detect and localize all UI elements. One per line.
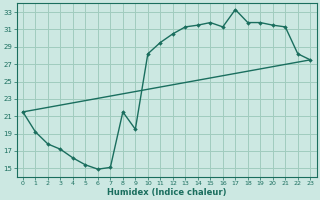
X-axis label: Humidex (Indice chaleur): Humidex (Indice chaleur) (107, 188, 226, 197)
